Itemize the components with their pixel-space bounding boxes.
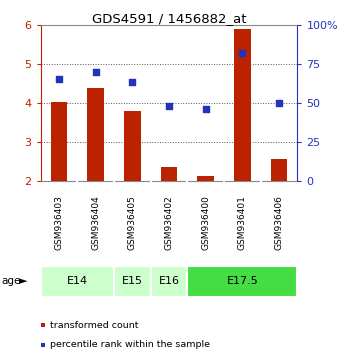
Point (166, 103, 172, 109)
Point (129, 80, 135, 85)
Text: GSM936402: GSM936402 (165, 196, 173, 250)
Text: GSM936406: GSM936406 (274, 195, 284, 251)
Text: GSM936403: GSM936403 (54, 195, 64, 251)
Text: GDS4591 / 1456882_at: GDS4591 / 1456882_at (92, 12, 246, 25)
Bar (234, 29, 251, 181)
Text: GSM936401: GSM936401 (238, 195, 247, 251)
Text: age: age (2, 276, 21, 286)
Bar (151, 266, 187, 297)
Bar (51, 102, 67, 181)
Text: E14: E14 (67, 276, 88, 286)
Text: percentile rank within the sample: percentile rank within the sample (50, 340, 210, 349)
Point (240, 50, 245, 56)
Text: E16: E16 (159, 276, 179, 286)
Text: GSM936404: GSM936404 (91, 196, 100, 250)
Text: E17.5: E17.5 (226, 276, 258, 286)
Bar (87, 88, 104, 181)
Text: GSM936400: GSM936400 (201, 195, 210, 251)
Bar (114, 266, 151, 297)
Text: ►: ► (19, 276, 27, 286)
Point (93, 69, 98, 74)
Text: transformed count: transformed count (50, 321, 139, 330)
Point (56, 76, 62, 82)
Bar (187, 266, 297, 297)
Bar (197, 176, 214, 181)
Bar (271, 159, 287, 181)
Text: GSM936405: GSM936405 (128, 195, 137, 251)
Bar (161, 167, 177, 181)
Bar (124, 111, 141, 181)
Point (276, 100, 282, 105)
Bar (41, 266, 114, 297)
Text: E15: E15 (122, 276, 143, 286)
Point (203, 106, 209, 112)
